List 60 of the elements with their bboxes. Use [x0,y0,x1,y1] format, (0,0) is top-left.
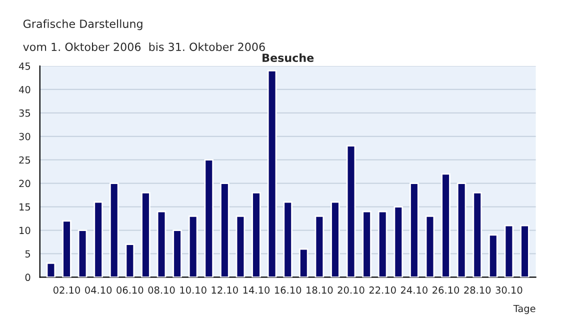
x-tick-label: 14.10 [243,286,270,294]
y-tick-label: 10 [20,226,30,234]
y-tick-label: 15 [20,203,30,211]
bar [410,182,419,278]
bar [520,224,530,278]
text: Besuche [262,53,314,62]
x-tick-label: 04.10 [85,286,112,294]
chart-subtitle: vom 1. Oktober 2006 bis 31. Oktober 2006 [23,42,265,52]
bar [62,220,72,278]
chart-title: Grafische Darstellung [23,19,142,30]
x-tick-label: 18.10 [306,286,333,294]
bar [141,192,150,278]
y-tick-label: 0 [25,274,30,282]
y-tick-label: 45 [18,62,30,70]
bar [283,201,292,278]
x-tick-label: 02.10 [53,286,80,294]
x-axis-title: Tage [513,304,536,314]
bar [94,201,103,278]
y-tick-label: 5 [25,250,30,258]
y-tick-label: 20 [19,180,30,188]
bar [346,145,356,278]
x-tick-label: 24.10 [400,286,428,294]
x-tick-label: 12.10 [212,286,238,294]
x-tick-label: 26.10 [432,286,460,294]
x-tick-label: 28.10 [464,286,491,294]
bar [299,248,308,278]
bar [425,215,435,278]
bar [488,234,498,278]
bar [220,182,230,278]
y-tick-label: 30 [19,132,30,140]
bar [109,182,119,278]
y-tick-label: 25 [19,156,30,164]
x-tick-label: 16.10 [275,286,302,294]
y-tick-label: 35 [19,109,30,117]
bar [314,215,324,278]
bar [267,70,277,278]
x-tick-label: 30.10 [496,286,522,294]
bar [394,206,404,278]
x-tick-label: 22.10 [369,286,396,294]
bar [472,192,482,278]
bar [362,210,372,278]
bar [204,159,214,278]
x-tick-label: 08.10 [148,286,175,294]
bar [156,210,166,278]
bar [441,173,450,278]
bar [252,192,261,278]
bar [378,210,388,278]
bar [78,230,88,278]
x-tick-label: 06.10 [116,286,144,294]
bar [330,201,340,278]
x-tick-label: 10.10 [180,286,206,294]
bar [504,224,514,278]
bar [125,244,135,278]
bar [188,215,198,278]
bar [172,230,182,278]
y-tick-label: 40 [18,86,30,94]
bar [236,215,246,278]
bar [46,262,56,278]
x-tick-label: 20.10 [338,286,364,294]
bar [456,182,466,278]
